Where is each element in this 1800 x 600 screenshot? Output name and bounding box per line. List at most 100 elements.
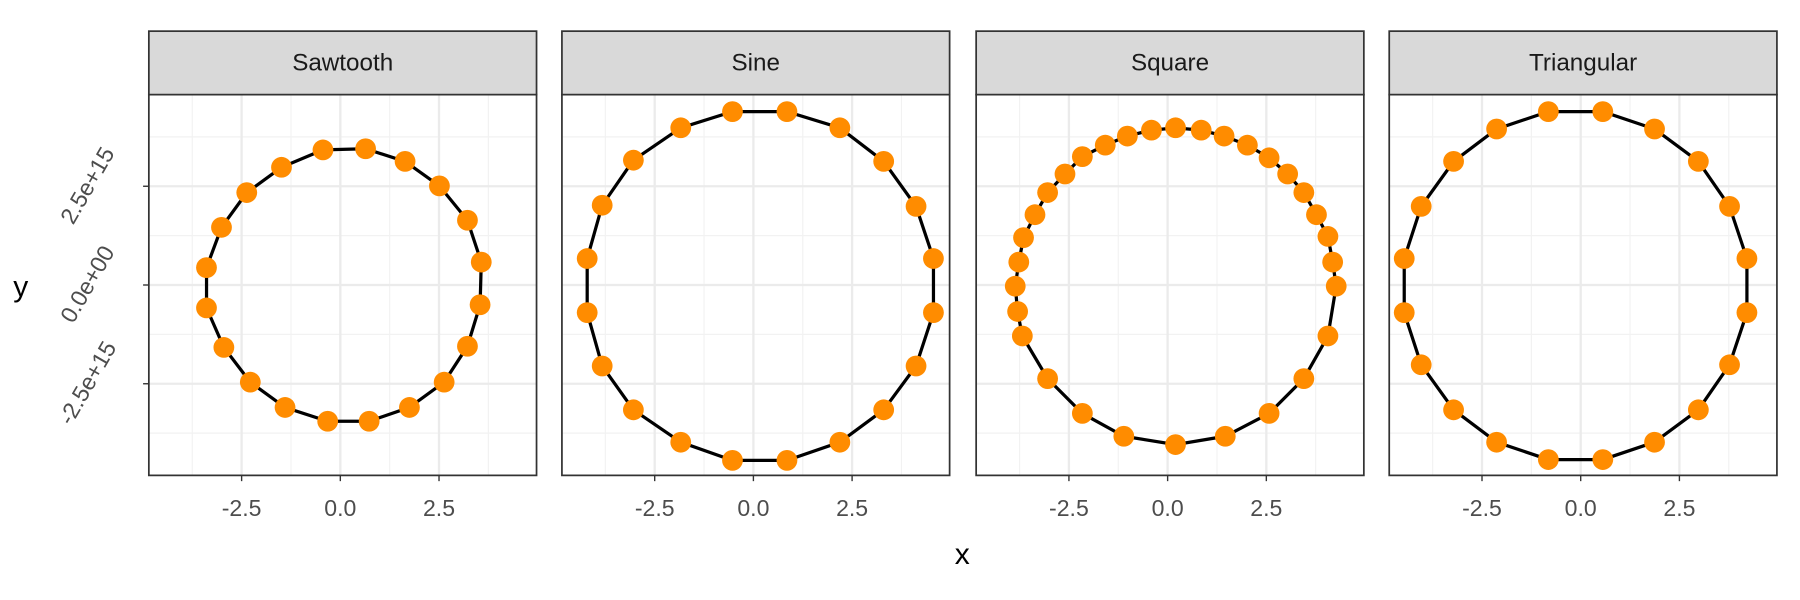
point xyxy=(1116,125,1138,147)
x-tick-label: -2.5 xyxy=(635,495,675,521)
point xyxy=(1037,368,1058,389)
point xyxy=(239,371,261,393)
point xyxy=(1213,125,1235,147)
panel: -2.5 0.0 2.5 Triangular xyxy=(1388,30,1778,521)
point xyxy=(776,101,798,122)
point xyxy=(1054,163,1076,185)
point xyxy=(1037,182,1058,203)
point xyxy=(591,355,613,377)
point xyxy=(470,251,492,273)
point xyxy=(1393,302,1415,324)
point xyxy=(1306,204,1327,226)
point xyxy=(829,431,851,453)
y-tick-label: -2.5e+15 xyxy=(53,337,121,429)
point xyxy=(358,410,380,432)
point xyxy=(923,248,944,269)
point xyxy=(196,257,217,279)
point xyxy=(1687,150,1709,172)
strip xyxy=(147,30,538,96)
strip-label: Square xyxy=(1131,49,1209,76)
y-axis-title: y xyxy=(13,270,28,303)
x-axis-title: x xyxy=(955,538,970,571)
point xyxy=(211,216,232,238)
point xyxy=(271,156,292,178)
point xyxy=(1258,402,1280,424)
point xyxy=(1008,251,1030,273)
x-tick-label: 2.5 xyxy=(1663,495,1695,521)
point xyxy=(429,175,450,197)
point xyxy=(576,248,598,269)
point xyxy=(923,302,944,324)
point xyxy=(1277,163,1299,185)
point xyxy=(1165,434,1186,455)
point xyxy=(457,335,478,357)
point xyxy=(1393,248,1415,269)
point xyxy=(1004,275,1026,297)
point xyxy=(722,449,743,471)
point xyxy=(1094,134,1116,156)
panel: -2.5 0.0 2.5 Sine xyxy=(561,30,951,521)
point xyxy=(1537,101,1559,122)
point xyxy=(1190,119,1212,141)
x-tick-label: 0.0 xyxy=(737,495,769,521)
point xyxy=(1486,118,1508,140)
point xyxy=(1687,399,1709,421)
point xyxy=(1317,325,1339,347)
point xyxy=(433,371,455,393)
point xyxy=(873,150,895,172)
point xyxy=(1024,204,1046,226)
point xyxy=(576,302,598,324)
point xyxy=(213,337,235,358)
point xyxy=(1719,354,1740,376)
point xyxy=(1736,248,1758,269)
point xyxy=(1325,275,1347,297)
point xyxy=(355,138,376,160)
point xyxy=(873,399,895,421)
point xyxy=(1165,117,1186,139)
y-tick-label: 2.5e+15 xyxy=(55,142,120,228)
point xyxy=(722,101,743,122)
point xyxy=(829,117,851,139)
point xyxy=(591,194,613,216)
point xyxy=(394,150,416,172)
point xyxy=(1443,399,1464,421)
point xyxy=(1486,431,1508,453)
point xyxy=(1071,402,1093,424)
x-tick-label: 0.0 xyxy=(1152,495,1184,521)
point xyxy=(1736,302,1758,324)
point xyxy=(1071,146,1093,168)
point xyxy=(1141,119,1162,141)
point xyxy=(399,397,420,418)
point xyxy=(1214,425,1236,447)
point xyxy=(1236,134,1258,156)
point xyxy=(1293,182,1315,203)
point xyxy=(622,399,644,421)
point xyxy=(1293,368,1315,389)
strip-label: Triangular xyxy=(1529,49,1637,76)
point xyxy=(236,182,258,203)
point xyxy=(1013,227,1034,248)
point xyxy=(622,149,644,171)
point xyxy=(312,139,334,161)
point xyxy=(670,117,692,139)
point xyxy=(1644,118,1665,140)
point xyxy=(1592,449,1614,470)
point xyxy=(1007,301,1028,322)
point xyxy=(196,297,217,319)
point xyxy=(1322,251,1344,273)
point xyxy=(1317,226,1339,247)
x-tick-label: -2.5 xyxy=(1462,495,1502,521)
x-tick-label: 2.5 xyxy=(423,495,455,521)
point xyxy=(1537,449,1559,470)
strip xyxy=(975,30,1365,96)
point xyxy=(1113,425,1135,447)
point xyxy=(457,209,478,231)
x-tick-label: 0.0 xyxy=(324,495,356,521)
point xyxy=(1592,101,1614,122)
x-tick-label: 2.5 xyxy=(836,495,868,521)
x-tick-label: -2.5 xyxy=(1049,495,1089,521)
point xyxy=(670,431,692,453)
panel: -2.5 0.0 2.5 Square xyxy=(975,30,1365,521)
point xyxy=(1719,196,1740,217)
